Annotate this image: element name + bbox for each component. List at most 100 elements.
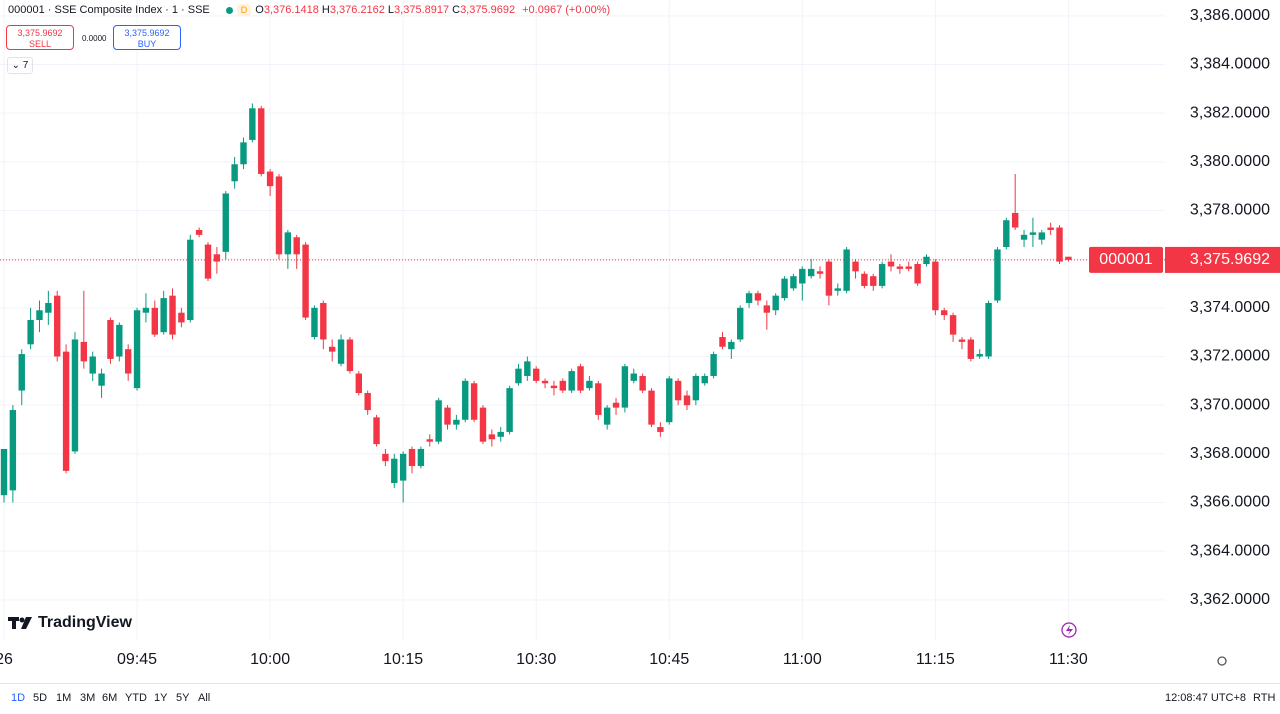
candle-body xyxy=(364,393,371,411)
candle-body xyxy=(151,307,158,335)
candle-body xyxy=(719,337,726,347)
candle-body xyxy=(435,400,442,442)
spread: 0.0000 xyxy=(82,34,107,43)
range-button[interactable]: All xyxy=(198,692,211,704)
y-tick-label: 3,364.0000 xyxy=(1190,542,1270,559)
candle-body xyxy=(462,380,469,420)
candle-body xyxy=(9,410,17,491)
ohlc-value: 3,375.9692 xyxy=(460,4,516,16)
range-button[interactable]: 6M xyxy=(102,692,118,704)
candle-body xyxy=(89,356,96,374)
x-tick-label: 10:30 xyxy=(516,651,556,668)
symbol: 000001 · SSE Composite Index · 1 · SSE xyxy=(8,4,210,16)
candle-body xyxy=(320,302,327,340)
candle-body xyxy=(71,339,79,452)
candle-body xyxy=(1029,232,1037,235)
candle-body xyxy=(754,293,762,301)
candle-body xyxy=(905,266,912,269)
indicators-toggle[interactable]: ⌄ 7 xyxy=(7,57,33,74)
ohlc-key: L xyxy=(387,4,395,16)
range-button[interactable]: 1M xyxy=(56,692,72,704)
candle-body xyxy=(639,375,646,391)
candle-body xyxy=(0,448,8,496)
candle-body xyxy=(337,339,345,364)
candle-body xyxy=(878,264,886,286)
symbol-tag xyxy=(1089,246,1163,273)
candle-body xyxy=(426,439,433,442)
range-button[interactable]: YTD xyxy=(125,692,147,704)
logo: TradingView xyxy=(8,614,132,632)
candle-body xyxy=(648,390,655,425)
candle-body xyxy=(80,341,88,362)
candle-body xyxy=(1011,212,1019,228)
candle-body xyxy=(728,341,735,350)
candle-body xyxy=(240,142,247,165)
candle-body xyxy=(577,366,584,391)
y-tick-label: 3,368.0000 xyxy=(1190,445,1270,462)
interval-badge: D xyxy=(236,4,252,16)
settings-icon[interactable] xyxy=(1217,656,1227,666)
buy-label: BUY xyxy=(137,39,157,49)
candle-body xyxy=(169,295,176,335)
candle-body xyxy=(204,244,212,279)
candle-body xyxy=(701,375,708,384)
ohlc-value: 3,376.1418 xyxy=(263,4,319,16)
candle-body xyxy=(54,295,61,357)
candle-body xyxy=(515,368,522,384)
candle-body xyxy=(470,383,478,420)
x-tick-label: 11:15 xyxy=(916,651,955,668)
candle-body xyxy=(373,417,380,445)
candle-body xyxy=(568,371,575,391)
alert-icon[interactable] xyxy=(1061,622,1077,638)
candle-body xyxy=(772,295,779,311)
range-button[interactable]: 5Y xyxy=(176,692,190,704)
candle-body xyxy=(302,244,309,318)
range-button[interactable]: 5D xyxy=(33,692,48,704)
logo-mark xyxy=(8,617,32,629)
candle-body xyxy=(932,261,939,311)
candle-body xyxy=(160,298,167,333)
x-tick-label: 10:45 xyxy=(649,651,689,668)
candle-body xyxy=(453,419,460,425)
candle-body xyxy=(36,310,43,320)
candle-body xyxy=(187,239,194,320)
candle-body xyxy=(444,407,451,425)
candle-body xyxy=(1065,256,1072,260)
candle-body xyxy=(533,368,540,381)
candle-body xyxy=(834,288,841,291)
y-tick-label: 3,386.0000 xyxy=(1190,7,1270,24)
candle-body xyxy=(807,268,815,277)
candle-body xyxy=(355,373,362,394)
y-tick-label: 3,380.0000 xyxy=(1190,153,1270,170)
range-button[interactable]: 1Y xyxy=(154,692,168,704)
candle-body xyxy=(799,268,806,284)
candle-body xyxy=(479,407,487,442)
candle-body xyxy=(843,249,850,291)
x-tick-label: 11:00 xyxy=(783,651,822,668)
candle-body xyxy=(861,273,868,286)
alert-bolt xyxy=(1066,625,1073,635)
candle-body xyxy=(488,434,496,440)
candle-body xyxy=(124,349,132,374)
sell-button[interactable]: 3,375.9692 SELL xyxy=(6,25,74,50)
candle-body xyxy=(985,302,992,357)
change: +0.0967 (+0.00%) xyxy=(522,4,611,16)
candle-body xyxy=(763,305,771,313)
clock: 12:08:47 UTC+8 xyxy=(1165,692,1247,704)
candle-body xyxy=(621,366,629,408)
y-tick-label: 3,366.0000 xyxy=(1190,494,1270,511)
candle-body xyxy=(852,261,859,272)
candle-body xyxy=(1047,227,1054,230)
candle-body xyxy=(524,361,531,376)
candle-body xyxy=(222,193,229,252)
candle-body xyxy=(683,395,691,406)
candle-body xyxy=(887,261,895,267)
buy-button[interactable]: 3,375.9692 BUY xyxy=(113,25,181,50)
price-tag-text: 3,375.9692 xyxy=(1190,251,1270,268)
candle-body xyxy=(816,271,824,274)
range-button[interactable]: 3M xyxy=(80,692,96,704)
range-button[interactable]: 1D xyxy=(11,692,26,704)
logo-text: TradingView xyxy=(38,614,132,631)
candle-body xyxy=(275,176,283,255)
candle-body xyxy=(284,232,292,255)
